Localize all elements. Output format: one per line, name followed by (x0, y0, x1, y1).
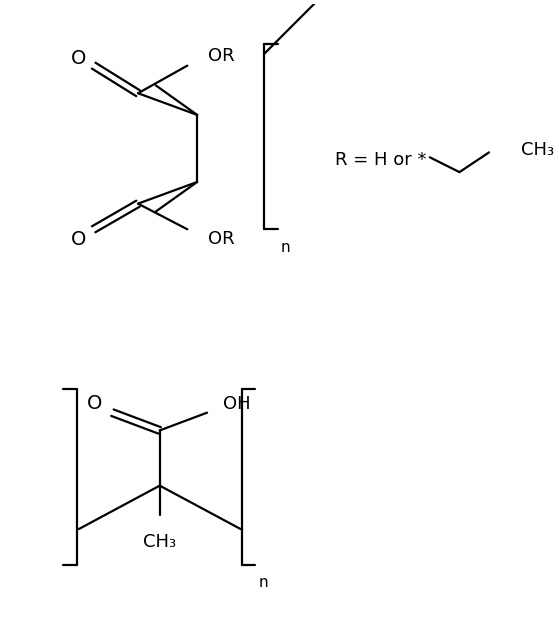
Text: OR: OR (207, 230, 234, 248)
Text: CH₃: CH₃ (143, 533, 176, 551)
Text: CH₃: CH₃ (520, 141, 554, 159)
Text: O: O (87, 394, 102, 413)
Text: O: O (71, 230, 87, 249)
Text: O: O (71, 49, 87, 68)
Text: OH: OH (223, 395, 250, 413)
Text: OR: OR (207, 47, 234, 65)
Text: n: n (281, 239, 291, 255)
Text: n: n (258, 575, 268, 590)
Text: R = H or *: R = H or * (335, 151, 427, 169)
